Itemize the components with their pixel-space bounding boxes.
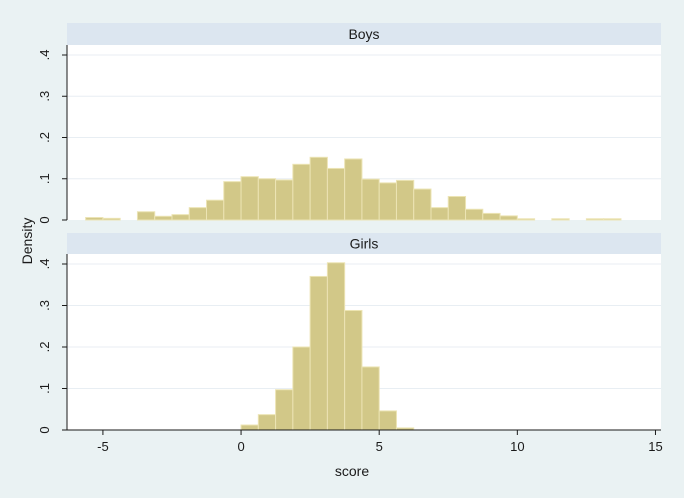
histogram-bar (499, 215, 518, 221)
strip-label-girls: Girls (350, 236, 379, 252)
histogram-bar (551, 218, 570, 221)
x-tick-label: 5 (376, 439, 383, 454)
histogram-bar (516, 218, 536, 221)
strip-girls (67, 233, 661, 254)
histogram-bar (223, 181, 242, 221)
histogram-bar (188, 207, 208, 221)
y-tick-label: .2 (37, 132, 52, 143)
histogram-bar (344, 309, 363, 431)
histogram-bar (585, 218, 605, 221)
histogram-bar (240, 424, 259, 431)
histogram-bar (102, 217, 121, 221)
histogram-bar (326, 262, 346, 431)
panels: Boys 0 .1 .2 .3 .4 Girls 0 .1 .2 .3 .4 (37, 23, 661, 434)
histogram-bar (206, 199, 225, 221)
x-tick-label: 15 (648, 439, 662, 454)
histogram-bar (603, 218, 622, 221)
y-tick-label: .3 (37, 300, 52, 311)
histogram-bar (309, 156, 328, 221)
strip-label-boys: Boys (348, 26, 379, 42)
y-tick-label: .2 (37, 342, 52, 353)
histogram-bar (85, 217, 104, 221)
histogram-bar (430, 207, 449, 221)
histogram-bar (136, 211, 156, 221)
panel-boys: Boys 0 .1 .2 .3 .4 (37, 23, 661, 224)
histogram-bar (326, 167, 346, 221)
strip-boys (67, 23, 661, 45)
histogram-bar (240, 176, 259, 221)
x-tick-label: 0 (237, 439, 244, 454)
histogram-bar (413, 188, 432, 221)
histogram-bar (257, 414, 277, 431)
histogram-bar (447, 195, 467, 221)
histogram-bar (257, 178, 277, 221)
panel-girls: Girls 0 .1 .2 .3 .4 (37, 233, 661, 434)
histogram-bar (465, 208, 484, 221)
histogram-bar (482, 212, 501, 221)
y-tick-label: .4 (37, 50, 52, 61)
y-tick-label: 0 (37, 216, 52, 223)
histogram-bar (395, 179, 415, 221)
x-tick-label: 10 (510, 439, 524, 454)
x-axis: -5 0 5 10 15 (67, 429, 663, 454)
y-tick-label: .1 (37, 173, 52, 184)
histogram-bar (309, 275, 328, 431)
y-tick-label: .3 (37, 91, 52, 102)
histogram-bar (292, 163, 311, 221)
histogram-bar (275, 179, 294, 221)
y-tick-label: .4 (37, 259, 52, 270)
y-axis-title: Density (19, 218, 35, 265)
y-tick-label: 0 (37, 426, 52, 433)
histogram-bar (154, 215, 173, 221)
histogram-bar (361, 366, 380, 431)
x-tick-label: -5 (97, 439, 109, 454)
y-tick-label: .1 (37, 383, 52, 394)
histogram-bar (292, 346, 311, 431)
histogram-bar (378, 410, 397, 431)
histogram-bar (378, 182, 397, 221)
x-axis-title: score (335, 463, 369, 479)
histogram-bar (344, 158, 363, 221)
histogram-bar (171, 214, 190, 221)
histogram-bar (361, 178, 380, 221)
bars-boys (85, 156, 622, 221)
histogram-bar (275, 389, 294, 431)
